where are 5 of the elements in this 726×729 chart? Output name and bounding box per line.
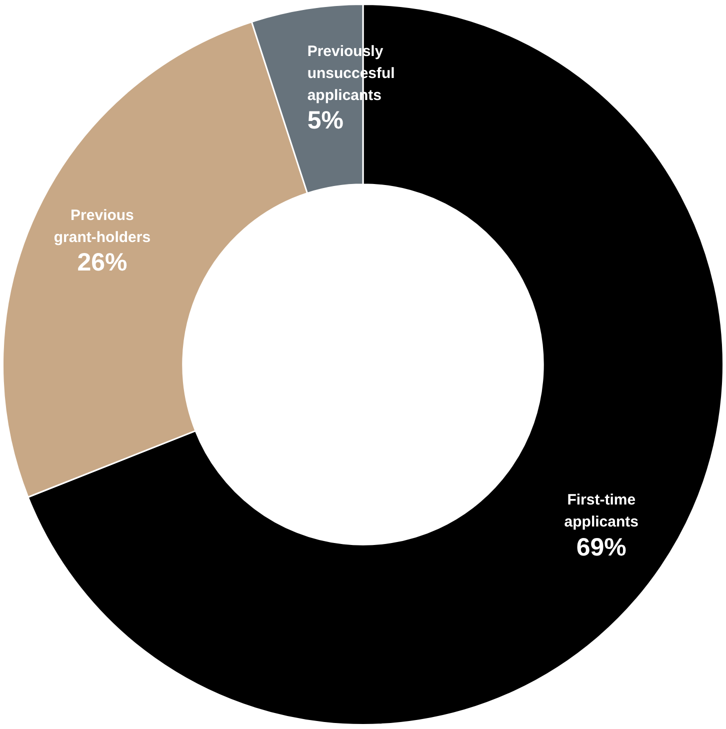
data-label: 26%	[77, 248, 128, 277]
slice-label: First-time applicants	[564, 492, 638, 531]
data-label: 5%	[307, 106, 344, 135]
slice-label: Previous grant-holders	[54, 206, 151, 246]
data-label: 69%	[576, 533, 626, 562]
